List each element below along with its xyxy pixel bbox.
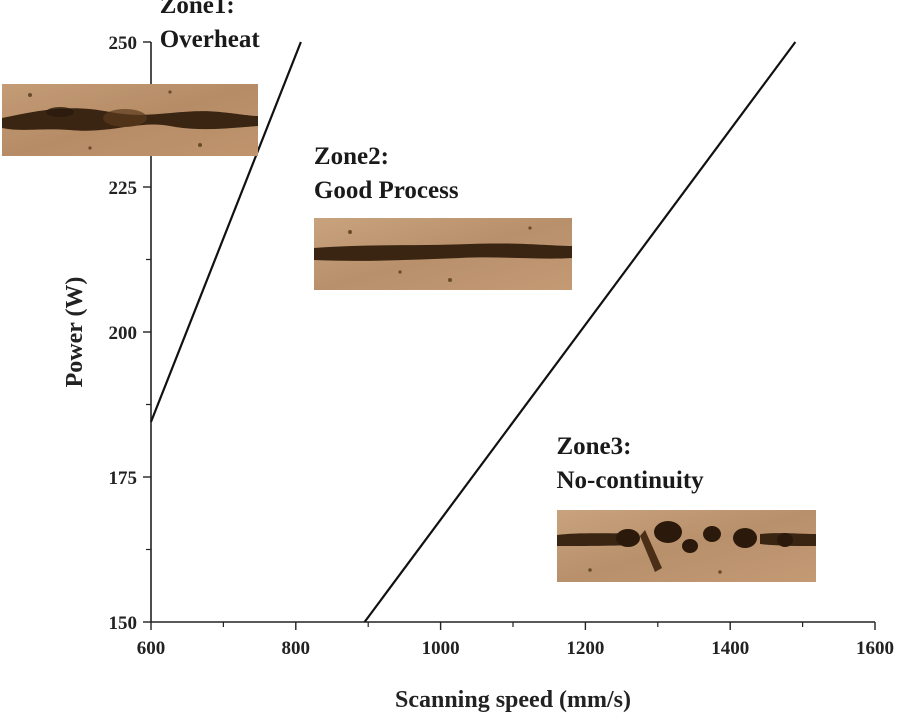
x-ticks: 600 800 1000 1200 1400 1600 — [137, 622, 894, 659]
x-tick-label: 600 — [137, 638, 166, 659]
y-tick-label: 250 — [109, 33, 138, 54]
boundary-line-1 — [149, 41, 302, 423]
zone3-label-line-2: No-continuity — [556, 467, 704, 494]
x-tick-label: 1000 — [422, 638, 460, 659]
good-track-image — [314, 218, 572, 290]
y-axis-title: Power (W) — [62, 277, 88, 388]
boundary-line-2 — [363, 41, 797, 623]
y-tick-label: 150 — [109, 613, 138, 634]
y-tick-label: 225 — [109, 178, 138, 199]
x-tick-label: 1200 — [566, 638, 604, 659]
discontinuous-track-image — [557, 510, 816, 582]
x-tick-label: 800 — [282, 638, 311, 659]
zone-annotations: Zone1: Overheat Zone2: Good Process Zone3: No… — [160, 0, 704, 494]
zone1-label-line-1: Zone1: — [160, 0, 235, 19]
zone2-label-line-2: Good Process — [314, 177, 459, 204]
boundary-lines — [149, 41, 797, 623]
zone3-label-line-1: Zone3: — [556, 433, 631, 460]
y-tick-label: 200 — [109, 323, 138, 344]
zone2-label-line-1: Zone2: — [314, 143, 389, 170]
x-tick-label: 1400 — [711, 638, 749, 659]
x-tick-label: 1600 — [856, 638, 894, 659]
overheat-track-image — [2, 84, 258, 156]
y-tick-label: 175 — [109, 468, 138, 489]
zone1-label-line-2: Overheat — [160, 26, 261, 53]
y-ticks: 150 175 200 225 250 — [109, 33, 151, 634]
x-axis-title: Scanning speed (mm/s) — [395, 687, 631, 713]
